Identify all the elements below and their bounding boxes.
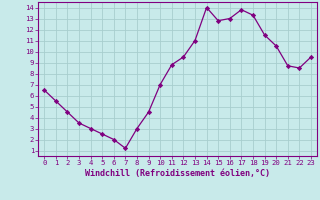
- X-axis label: Windchill (Refroidissement éolien,°C): Windchill (Refroidissement éolien,°C): [85, 169, 270, 178]
